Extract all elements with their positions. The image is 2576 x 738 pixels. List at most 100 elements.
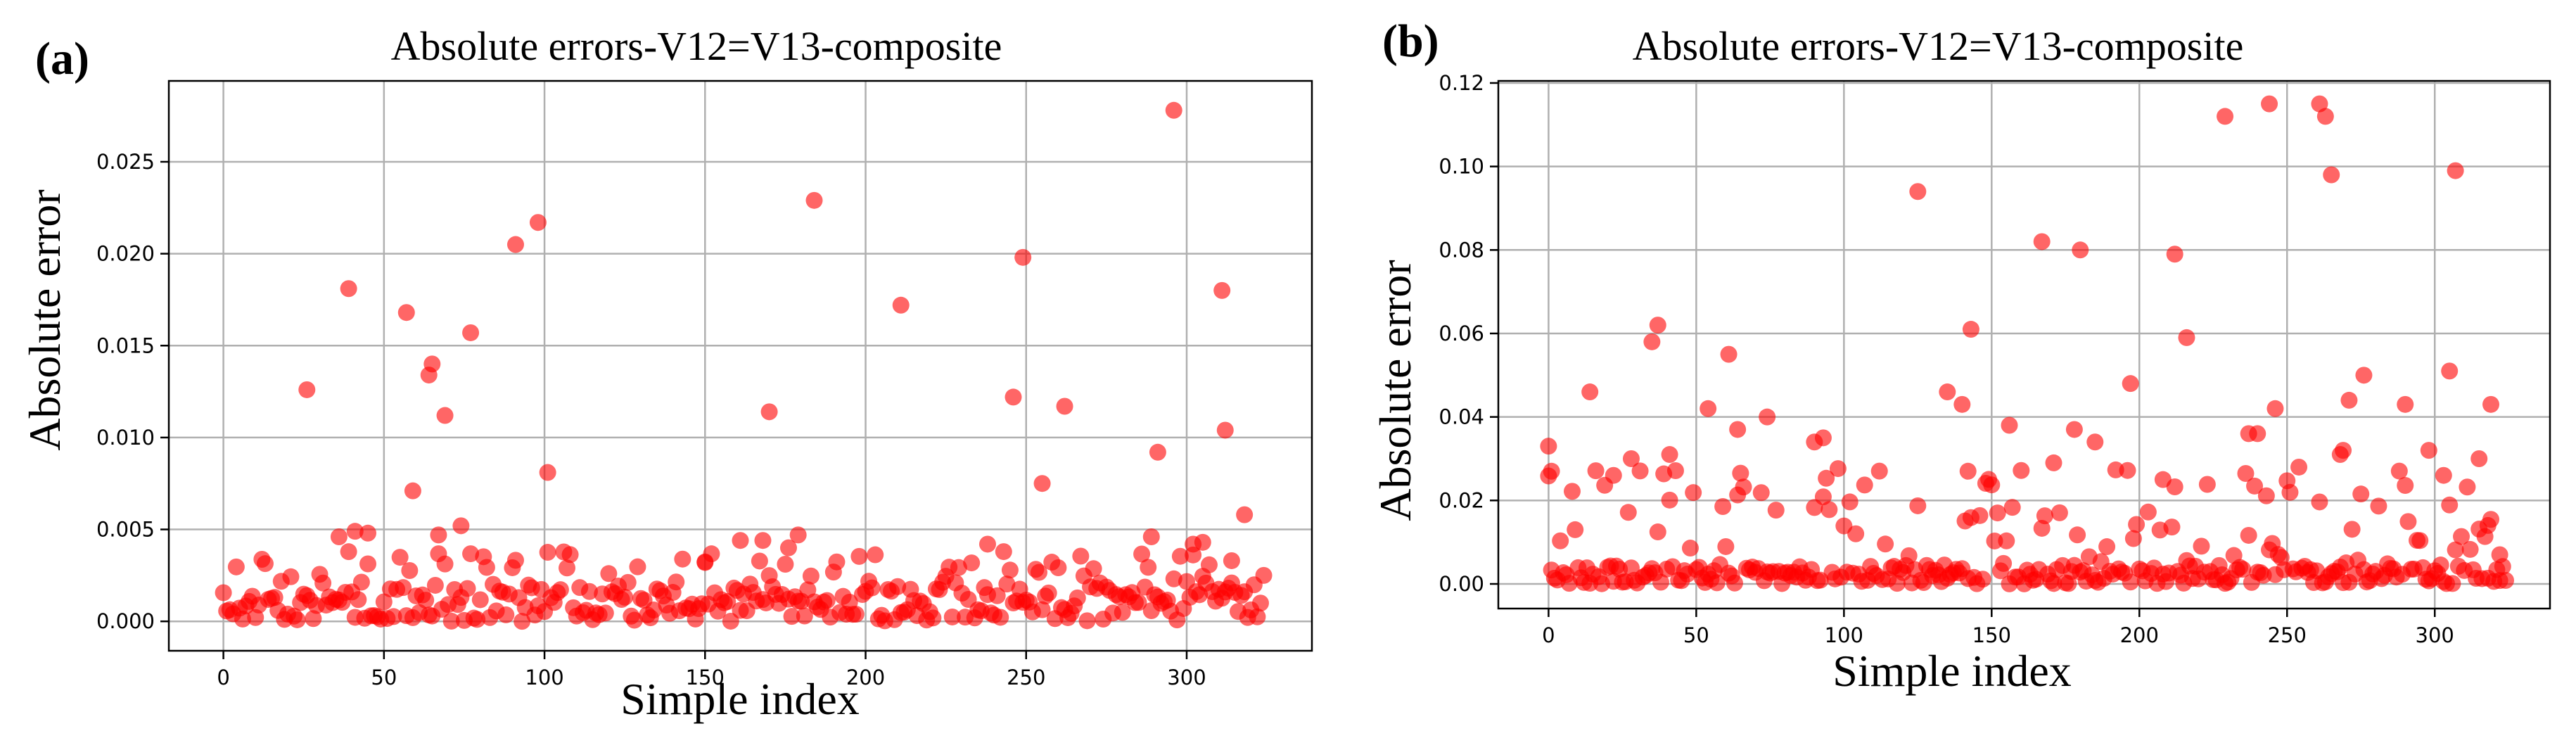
data-point-a <box>1085 560 1102 578</box>
x-tick-label-a: 300 <box>1167 666 1206 689</box>
data-point-a <box>401 561 419 579</box>
data-point-b <box>2193 537 2210 555</box>
data-point-b <box>1708 574 1726 592</box>
data-point-b <box>1767 502 1785 519</box>
outlier-point-b <box>2065 421 2083 438</box>
data-point-b <box>2139 503 2157 521</box>
y-tick-label-a: 0.025 <box>96 150 155 174</box>
data-point-a <box>471 591 489 609</box>
panel-label-a: (a) <box>35 33 89 84</box>
outlier-point-a <box>539 464 556 481</box>
outlier-point-a <box>1014 248 1032 266</box>
outlier-point-a <box>732 532 749 549</box>
data-point-b <box>1619 504 1637 521</box>
outlier-point-a <box>359 524 377 542</box>
x-tick-label-a: 150 <box>686 666 725 689</box>
outlier-point-a <box>430 526 447 544</box>
outlier-point-a <box>805 191 823 209</box>
outlier-point-a <box>1005 388 1022 406</box>
data-point-a <box>234 610 251 628</box>
data-point-a <box>266 589 283 606</box>
data-point-a <box>889 578 907 595</box>
outlier-point-b <box>2033 233 2051 250</box>
outlier-point-b <box>1759 408 1776 426</box>
data-point-b <box>2240 526 2257 544</box>
data-point-a <box>777 555 794 573</box>
data-point-a <box>828 553 846 571</box>
outlier-point-b <box>1622 450 1640 467</box>
data-point-b <box>2441 496 2459 514</box>
data-point-a <box>426 576 444 594</box>
y-axis-label-b: Absolute error <box>1370 260 1420 521</box>
outlier-point-a <box>1165 101 1182 119</box>
data-point-a <box>436 555 454 573</box>
data-point-b <box>1986 532 2003 549</box>
data-point-a <box>1200 556 1218 573</box>
outlier-point-a <box>1216 421 1234 439</box>
data-point-a <box>352 573 370 591</box>
data-point-b <box>1685 484 1702 502</box>
data-point-a <box>459 580 476 597</box>
plot-area-b: 0 50 100 150 200 250 300 0.00 0.02 0.04 0.06 0.08 0.… <box>1439 71 2551 647</box>
outlier-point-b <box>2355 367 2373 384</box>
data-point-b <box>2459 478 2476 496</box>
outlier-point-b <box>2482 395 2500 413</box>
outlier-point-a <box>1142 528 1160 545</box>
y-tick-label-b: 0.04 <box>1439 405 1484 429</box>
data-point-a <box>998 575 1016 593</box>
outlier-point-a <box>346 523 364 540</box>
data-point-b <box>2281 483 2299 501</box>
data-point-a <box>600 565 618 583</box>
x-tick-label-b: 0 <box>1542 623 1555 647</box>
data-point-a <box>1249 608 1266 625</box>
outlier-point-a <box>779 539 797 556</box>
data-point-b <box>1818 469 1835 487</box>
outlier-point-a <box>1223 552 1240 569</box>
data-point-a <box>751 552 768 570</box>
chart-title-b: Absolute errors-V12=V13-composite <box>1633 23 2244 69</box>
data-point-b <box>1666 462 1684 479</box>
data-point-a <box>468 611 486 628</box>
data-point-a <box>1072 547 1090 565</box>
outlier-point-b <box>2166 246 2183 263</box>
data-point-a <box>847 606 865 623</box>
panel-label-b: (b) <box>1382 15 1439 67</box>
data-point-b <box>1567 521 1584 538</box>
outlier-point-b <box>2335 442 2352 459</box>
data-point-b <box>1847 525 1865 542</box>
outlier-point-b <box>2086 433 2104 451</box>
data-point-a <box>551 581 569 599</box>
data-point-a <box>1033 601 1051 618</box>
data-point-b <box>1814 488 1832 506</box>
y-tick-label-b: 0.08 <box>1439 238 1484 262</box>
data-point-b <box>2497 572 2515 590</box>
data-point-a <box>314 574 332 592</box>
data-point-b <box>2107 461 2124 478</box>
outlier-point-a <box>978 535 996 553</box>
data-point-a <box>1171 547 1189 565</box>
data-point-a <box>288 611 306 628</box>
data-point-b <box>2119 462 2136 479</box>
data-point-b <box>1681 540 1699 557</box>
outlier-point-b <box>2491 546 2508 564</box>
data-point-a <box>561 546 579 564</box>
data-point-a <box>391 549 409 566</box>
data-point-b <box>2237 465 2255 483</box>
x-tick-label-b: 150 <box>1972 623 2011 647</box>
data-point-b <box>2003 499 2021 516</box>
data-point-b <box>1661 491 1678 509</box>
outlier-point-b <box>1643 333 1661 350</box>
data-point-a <box>227 558 245 575</box>
data-point-a <box>1114 604 1131 621</box>
data-point-b <box>1998 532 2015 549</box>
data-point-a <box>1140 559 1157 576</box>
data-point-a <box>417 592 435 609</box>
data-point-a <box>722 612 739 630</box>
data-point-a <box>442 612 460 630</box>
data-point-b <box>2013 462 2030 479</box>
outlier-point-a <box>892 296 910 314</box>
data-point-a <box>350 591 367 609</box>
data-point-b <box>1714 497 1732 515</box>
outlier-point-a <box>754 532 772 549</box>
data-point-a <box>783 608 801 625</box>
